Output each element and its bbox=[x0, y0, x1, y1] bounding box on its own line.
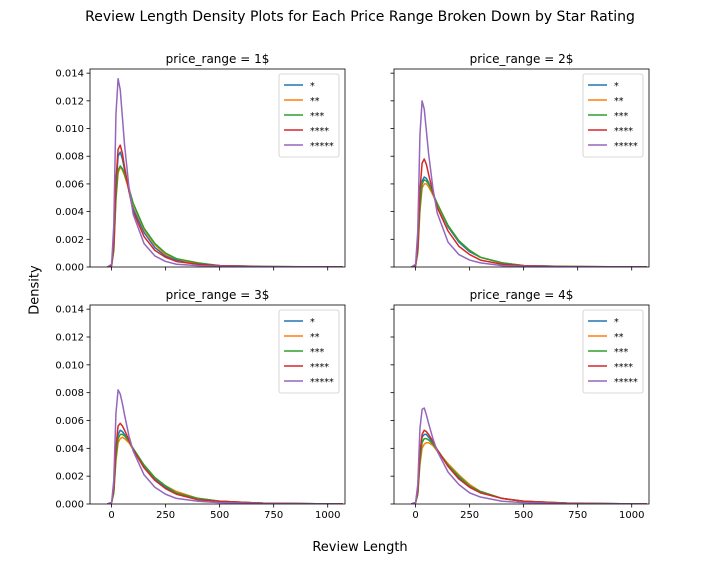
series-line-2 bbox=[411, 442, 647, 504]
series-line-4 bbox=[411, 158, 647, 267]
legend-label: * bbox=[310, 81, 315, 92]
legend-label: ** bbox=[310, 96, 320, 107]
subplot-2: price_range = 2$*************** bbox=[390, 52, 650, 271]
legend-box bbox=[278, 309, 340, 394]
y-tick-label: 0.002 bbox=[55, 235, 84, 246]
subplot-title: price_range = 1$ bbox=[166, 52, 270, 66]
axes-frame bbox=[393, 68, 650, 268]
y-tick-label: 0.012 bbox=[55, 96, 84, 107]
x-tick-label: 1000 bbox=[315, 510, 340, 521]
x-tick-label: 500 bbox=[210, 510, 229, 521]
subplot-1: price_range = 1$ 0.000 0.002 0.004 0.006 0.00… bbox=[55, 52, 346, 274]
legend-label: ***** bbox=[614, 377, 638, 388]
x-tick-label: 250 bbox=[156, 510, 175, 521]
series-line-1 bbox=[107, 151, 343, 267]
legend-label: ***** bbox=[310, 377, 334, 388]
series-line-5 bbox=[411, 407, 647, 504]
figure-title: Review Length Density Plots for Each Pri… bbox=[85, 9, 635, 25]
legend-box bbox=[582, 309, 644, 394]
series-line-2 bbox=[107, 166, 343, 267]
x-tick-label: 750 bbox=[568, 510, 587, 521]
x-tick-label: 0 bbox=[108, 510, 114, 521]
legend-box bbox=[278, 73, 340, 158]
y-tick-label: 0.010 bbox=[55, 124, 84, 135]
y-tick-label: 0.004 bbox=[55, 207, 84, 218]
legend-label: **** bbox=[614, 362, 633, 373]
y-tick-label: 0.006 bbox=[55, 179, 84, 190]
legend-box bbox=[582, 73, 644, 158]
x-tick-label: 0 bbox=[412, 510, 418, 521]
legend-label: ***** bbox=[614, 141, 638, 152]
series-line-3 bbox=[411, 179, 647, 267]
legend-label: **** bbox=[310, 126, 329, 137]
axes-frame bbox=[89, 68, 346, 268]
legend-label: ** bbox=[310, 332, 320, 343]
series-line-3 bbox=[411, 437, 647, 504]
legend-label: ** bbox=[614, 332, 624, 343]
y-tick-label: 0.002 bbox=[55, 472, 84, 483]
y-tick-label: 0.012 bbox=[55, 333, 84, 344]
subplot-title: price_range = 2$ bbox=[470, 52, 574, 66]
legend-label: *** bbox=[614, 347, 629, 358]
legend-label: ** bbox=[614, 96, 624, 107]
legend-label: * bbox=[614, 81, 619, 92]
subplot-title: price_range = 4$ bbox=[470, 288, 574, 302]
axes-frame bbox=[393, 304, 650, 505]
x-tick-label: 1000 bbox=[619, 510, 644, 521]
y-tick-label: 0.008 bbox=[55, 388, 84, 399]
y-tick-label: 0.000 bbox=[55, 263, 84, 274]
y-tick-label: 0.014 bbox=[55, 69, 84, 80]
series-line-1 bbox=[107, 429, 343, 504]
y-tick-label: 0.006 bbox=[55, 416, 84, 427]
legend-label: *** bbox=[614, 111, 629, 122]
subplot-title: price_range = 3$ bbox=[166, 288, 270, 302]
legend-label: **** bbox=[310, 362, 329, 373]
series-line-3 bbox=[107, 433, 343, 504]
subplot-4: price_range = 4$0 250 500 750 1000**********… bbox=[390, 288, 650, 521]
y-tick-label: 0.014 bbox=[55, 305, 84, 316]
x-tick-label: 500 bbox=[514, 510, 533, 521]
legend-label: * bbox=[310, 317, 315, 328]
series-line-5 bbox=[410, 100, 647, 267]
series-line-3 bbox=[107, 165, 343, 267]
legend-label: * bbox=[614, 317, 619, 328]
y-tick-label: 0.008 bbox=[55, 152, 84, 163]
legend-label: *** bbox=[310, 347, 325, 358]
legend-label: **** bbox=[614, 126, 633, 137]
figure-x-label: Review Length bbox=[312, 540, 408, 555]
series-line-4 bbox=[411, 429, 647, 504]
x-tick-label: 750 bbox=[264, 510, 283, 521]
legend-label: ***** bbox=[310, 141, 334, 152]
y-tick-label: 0.000 bbox=[55, 500, 84, 511]
subplot-3: price_range = 3$ 0 250 500 750 1000 0.000 0.002… bbox=[55, 288, 346, 521]
series-line-4 bbox=[107, 144, 343, 267]
axes-frame bbox=[89, 304, 346, 505]
series-line-5 bbox=[106, 77, 343, 267]
series-line-5 bbox=[107, 389, 343, 504]
y-tick-label: 0.010 bbox=[55, 360, 84, 371]
legend-label: *** bbox=[310, 111, 325, 122]
y-tick-label: 0.004 bbox=[55, 444, 84, 455]
x-tick-label: 250 bbox=[460, 510, 479, 521]
